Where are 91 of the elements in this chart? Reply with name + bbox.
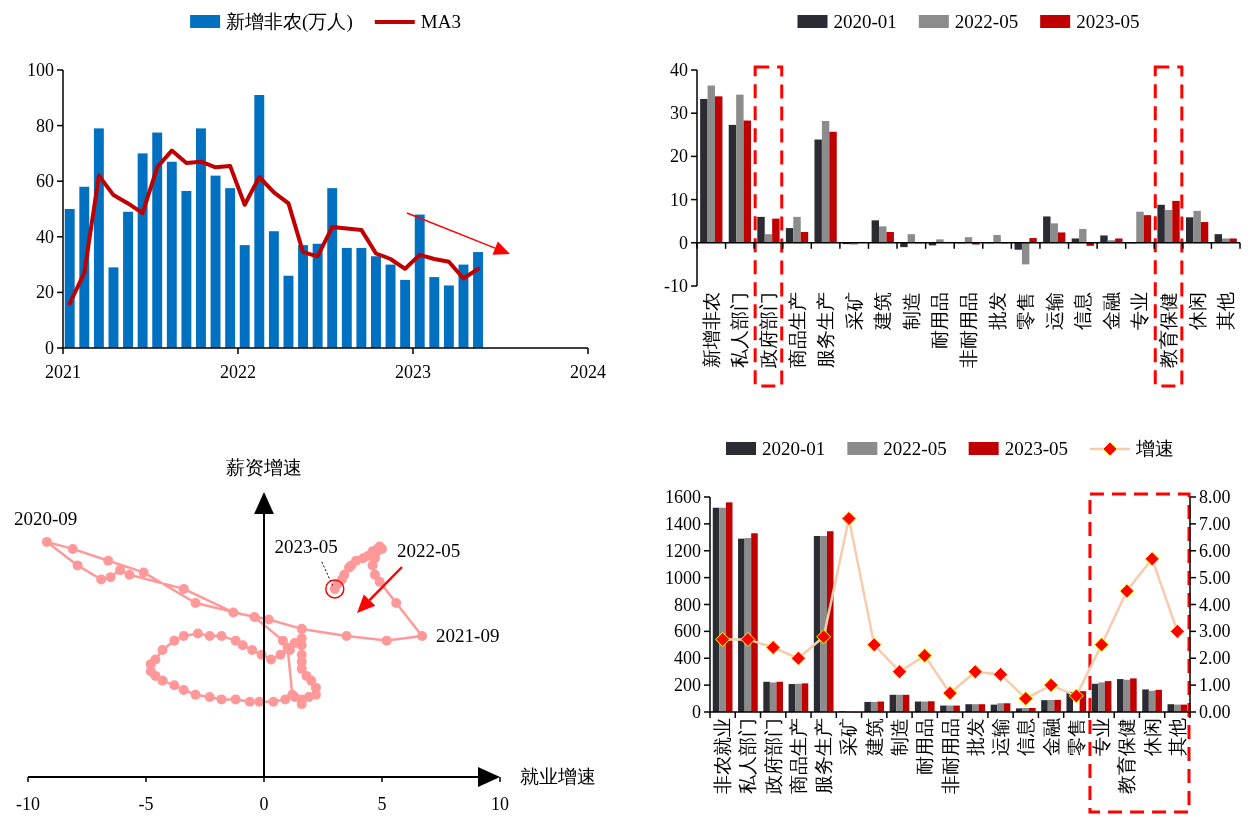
y-tick-label: 1600 (665, 487, 701, 507)
y2-tick-label: 8.00 (1199, 487, 1231, 507)
x-tick-label: 服务生产 (815, 292, 837, 368)
x-tick-label: 休闲 (1186, 292, 1208, 330)
y-tick-label: 10 (670, 189, 688, 210)
x-tick-label: 10 (491, 794, 509, 814)
x-tick-label: 采矿 (838, 718, 860, 756)
y-tick-label: 0 (692, 702, 701, 722)
annotation: 2023-05 (274, 535, 338, 557)
x-tick-label: 政府部门 (757, 292, 779, 368)
x-tick-label: 非农就业 (712, 718, 734, 794)
x-tick-label: 5 (377, 794, 387, 814)
y-tick-label: -10 (664, 276, 688, 296)
y2-tick-label: 4.00 (1199, 594, 1231, 615)
x-tick-label: 金融 (1040, 718, 1062, 756)
y2-tick-label: 7.00 (1199, 513, 1231, 534)
x-tick-label: 2021 (45, 362, 81, 382)
x-tick-label: 其他 (1166, 718, 1188, 756)
y-tick-label: 30 (670, 103, 688, 124)
y-tick-label: 20 (36, 282, 54, 303)
y-tick-label: 80 (36, 115, 54, 136)
annotation: 2022-05 (397, 539, 461, 561)
x-tick-label: 教育保健 (1158, 292, 1180, 368)
x-tick-label: 私人部门 (729, 292, 751, 368)
y-tick-label: 40 (670, 60, 688, 80)
x-tick-label: 非耐用品 (939, 718, 961, 794)
x-tick-label: 采矿 (843, 292, 865, 330)
x-tick-label: 运输 (1043, 292, 1065, 330)
x-tick-label: 教育保健 (1116, 718, 1138, 794)
x-tick-label: 商品生产 (787, 718, 809, 794)
legend-label: 增速 (1134, 438, 1174, 459)
x-tick-label: 耐用品 (914, 718, 936, 775)
y-tick-label: 200 (674, 675, 701, 696)
x-tick-label: 私人部门 (737, 718, 759, 794)
x-tick-label: 建筑 (872, 292, 894, 331)
x-tick-label: 专业 (1129, 292, 1151, 330)
y2-tick-label: 1.00 (1199, 675, 1231, 696)
legend-label: 2020-01 (833, 11, 897, 32)
x-tick-label: 2022 (220, 362, 256, 382)
y2-tick-label: 2.00 (1199, 648, 1231, 669)
y-tick-label: 1000 (665, 567, 701, 588)
y-tick-label: 800 (674, 594, 701, 615)
y-tick-label: 60 (36, 171, 54, 192)
x-tick-label: 2023 (395, 362, 431, 382)
x-tick-label: -5 (138, 794, 154, 814)
y2-tick-label: 6.00 (1199, 540, 1231, 561)
legend-label: 新增非农(万人) (226, 11, 353, 33)
annotation: 2020-09 (13, 507, 78, 529)
x-tick-label: 0 (259, 794, 269, 814)
y2-tick-label: 5.00 (1199, 567, 1231, 588)
x-tick-label: 零售 (1015, 292, 1037, 330)
legend-label: 2023-05 (1004, 438, 1068, 459)
x-tick-label: 政府部门 (762, 718, 784, 794)
y-tick-label: 0 (679, 232, 688, 253)
x-tick-label: 专业 (1091, 718, 1113, 756)
y-tick-label: 1400 (665, 513, 701, 534)
annotation: 2021-09 (436, 624, 500, 646)
x-tick-label: 休闲 (1141, 718, 1163, 756)
y-tick-label: 600 (674, 621, 701, 642)
y-axis-title: 薪资增速 (226, 457, 302, 478)
x-tick-label: 制造 (888, 718, 910, 756)
y-tick-label: 40 (36, 226, 54, 247)
x-tick-label: 服务生产 (813, 718, 835, 794)
x-tick-label: 运输 (990, 718, 1012, 756)
y-tick-label: 20 (670, 146, 688, 167)
y-tick-label: 1200 (665, 540, 701, 561)
x-tick-label: 信息 (1072, 292, 1094, 330)
legend-label: 2023-05 (1076, 11, 1140, 32)
x-tick-label: 批发 (986, 292, 1008, 330)
x-tick-label: 批发 (964, 718, 986, 756)
x-tick-label: 2024 (570, 362, 606, 382)
x-tick-label: 新增非农 (700, 292, 722, 368)
legend-label: 2022-05 (883, 438, 947, 459)
x-tick-label: 其他 (1215, 292, 1237, 330)
y2-tick-label: 0.00 (1199, 702, 1231, 722)
x-tick-label: 建筑 (863, 718, 885, 757)
y-tick-label: 100 (27, 60, 54, 80)
x-tick-label: -10 (16, 794, 40, 814)
y-tick-label: 400 (674, 648, 701, 669)
y2-tick-label: 3.00 (1199, 621, 1231, 642)
legend-label: MA3 (420, 11, 461, 32)
legend-label: 2020-01 (762, 438, 826, 459)
x-tick-label: 耐用品 (929, 292, 951, 349)
x-axis-title: 就业增速 (520, 766, 596, 787)
x-tick-label: 非耐用品 (958, 292, 979, 368)
x-tick-label: 金融 (1100, 292, 1122, 330)
legend-label: 2022-05 (954, 11, 1019, 32)
x-tick-label: 商品生产 (786, 292, 808, 368)
x-tick-label: 信息 (1015, 718, 1037, 756)
x-tick-label: 零售 (1065, 718, 1087, 756)
x-tick-label: 制造 (900, 292, 922, 330)
